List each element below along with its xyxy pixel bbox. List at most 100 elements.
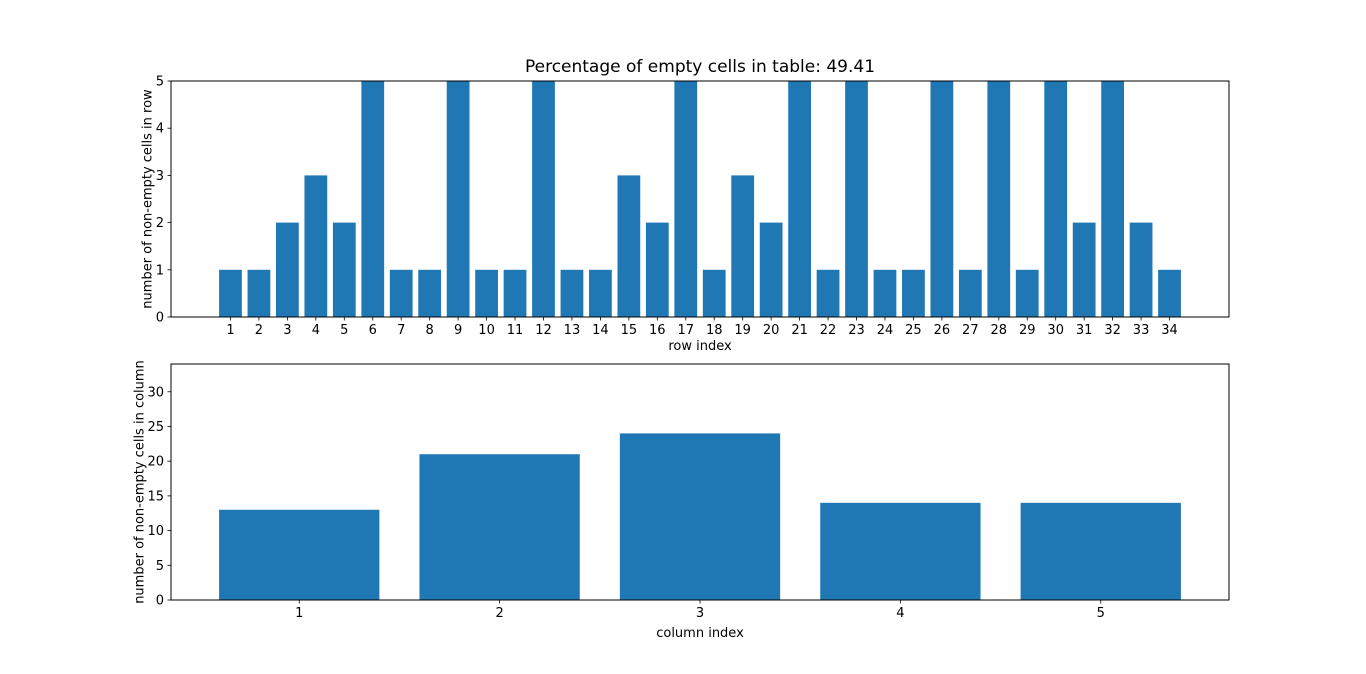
axes-border	[170, 363, 1230, 601]
axes-border	[170, 80, 1230, 318]
bar	[930, 81, 954, 317]
bar	[1015, 269, 1039, 317]
bar	[816, 269, 840, 317]
columns-y-axis-label: number of non-empty cells in column	[132, 360, 148, 604]
bar	[645, 222, 669, 317]
x-tick-label: 1	[295, 606, 303, 621]
columns-x-axis-label: column index	[656, 626, 744, 641]
y-tick-label: 3	[156, 169, 164, 184]
bar	[532, 81, 555, 317]
y-tick-label: 20	[147, 455, 164, 470]
columns-bar-plot: 1 2 3 4 5 0 5 10 15 20 25 30	[147, 363, 1230, 621]
bar	[617, 175, 641, 317]
rows-y-axis-label: number of non-empty cells in row	[140, 89, 156, 309]
x-tick-label: 24	[877, 323, 894, 338]
x-tick-label: 3	[696, 606, 704, 621]
x-tick-label: 27	[962, 323, 979, 338]
x-tick-label: 15	[621, 323, 638, 338]
y-tick-label: 5	[156, 559, 164, 574]
bar	[247, 269, 271, 317]
bar	[1020, 502, 1181, 600]
bar	[418, 269, 442, 317]
y-tick-label: 2	[156, 216, 164, 231]
y-tick-label: 5	[156, 75, 164, 90]
bar	[503, 269, 527, 317]
bar	[219, 509, 380, 600]
x-tick-label: 23	[848, 323, 865, 338]
bar	[419, 454, 580, 600]
x-tick-label: 18	[706, 323, 723, 338]
x-tick-label: 33	[1133, 323, 1150, 338]
x-tick-label: 21	[791, 323, 808, 338]
bar	[702, 269, 726, 317]
x-tick-label: 2	[495, 606, 503, 621]
bar	[219, 269, 242, 317]
bar	[589, 269, 612, 317]
rows-bar-plot: 1 2 3 4 5 6 7 8 9 10 11 12 13 14 15 16 17 18 19 20 21 22 23 24 2…	[156, 75, 1230, 338]
bar	[475, 269, 498, 317]
bar	[987, 81, 1011, 317]
y-tick-label: 1	[156, 263, 164, 278]
x-tick-label: 11	[507, 323, 524, 338]
bar	[560, 269, 584, 317]
x-tick-label: 25	[905, 323, 922, 338]
x-tick-label: 4	[896, 606, 904, 621]
x-tick-label: 9	[454, 323, 462, 338]
bar	[1129, 222, 1153, 317]
y-tick-label: 25	[147, 420, 164, 435]
x-tick-label: 28	[991, 323, 1008, 338]
bar	[276, 222, 299, 317]
y-tick-label: 0	[156, 594, 164, 609]
bar	[332, 222, 356, 317]
x-tick-label: 13	[564, 323, 581, 338]
bar	[820, 502, 981, 600]
x-tick-label: 29	[1019, 323, 1036, 338]
bar	[1072, 222, 1096, 317]
bar	[788, 81, 811, 317]
bar	[619, 433, 781, 600]
x-tick-label: 4	[312, 323, 320, 338]
x-tick-label: 17	[677, 323, 694, 338]
bar	[845, 81, 868, 317]
x-tick-label: 31	[1076, 323, 1093, 338]
x-tick-label: 3	[283, 323, 291, 338]
bar	[1158, 269, 1181, 317]
x-tick-label: 20	[763, 323, 780, 338]
bar	[873, 269, 897, 317]
x-tick-label: 8	[426, 323, 434, 338]
x-tick-label: 5	[1097, 606, 1105, 621]
bar	[304, 175, 328, 317]
x-tick-label: 12	[535, 323, 552, 338]
x-tick-label: 30	[1047, 323, 1064, 338]
x-tick-label: 34	[1161, 323, 1178, 338]
x-tick-label: 5	[340, 323, 348, 338]
y-tick-label: 0	[156, 311, 164, 326]
bar	[361, 81, 385, 317]
x-tick-label: 1	[226, 323, 234, 338]
x-tick-label: 32	[1104, 323, 1121, 338]
x-tick-label: 14	[592, 323, 609, 338]
bar	[674, 81, 698, 317]
x-tick-label: 2	[255, 323, 263, 338]
bar	[389, 269, 413, 317]
bar	[958, 269, 982, 317]
y-tick-label: 15	[147, 489, 164, 504]
x-tick-label: 7	[397, 323, 405, 338]
x-tick-label: 16	[649, 323, 666, 338]
bar	[759, 222, 783, 317]
x-tick-label: 19	[734, 323, 751, 338]
bar	[902, 269, 925, 317]
bar	[731, 175, 755, 317]
x-tick-label: 26	[934, 323, 951, 338]
rows-x-axis-label: row index	[668, 339, 732, 354]
y-tick-label: 30	[147, 385, 164, 400]
x-tick-label: 6	[369, 323, 377, 338]
x-tick-label: 10	[478, 323, 495, 338]
bar	[446, 81, 470, 317]
bar	[1101, 81, 1124, 317]
bar	[1044, 81, 1068, 317]
y-tick-label: 4	[156, 122, 164, 137]
y-tick-label: 10	[147, 524, 164, 539]
x-tick-label: 22	[820, 323, 837, 338]
